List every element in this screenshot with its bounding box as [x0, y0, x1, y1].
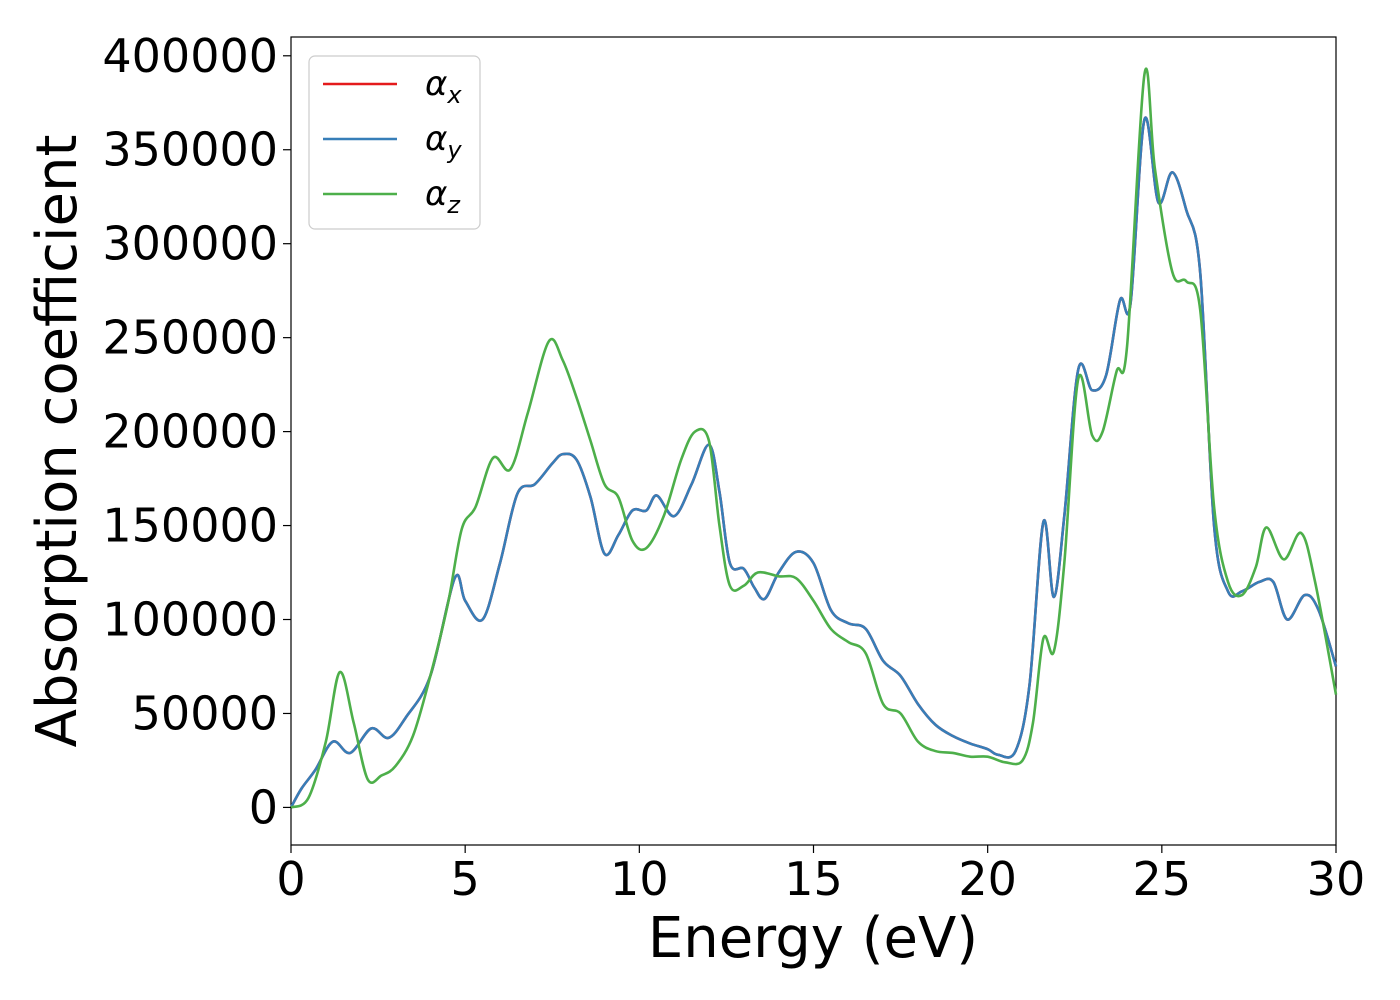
y-tick-label: 400000	[102, 29, 278, 83]
x-tick-label: 10	[610, 852, 669, 906]
y-tick-label: 150000	[102, 499, 278, 553]
x-tick-label: 20	[958, 852, 1017, 906]
legend-label-alpha-y: αy	[425, 119, 462, 164]
x-axis-title: Energy (eV)	[648, 906, 978, 971]
series-lines	[289, 67, 1338, 809]
legend-subscript: y	[446, 136, 462, 164]
legend-subscript: x	[446, 81, 462, 109]
y-axis-ticks: 0 50000 100000 150000 200000 250000 300000 3500…	[102, 29, 291, 834]
x-tick-label: 0	[276, 852, 305, 906]
y-axis-title: Absorption coefficient	[25, 135, 90, 748]
series-line-alpha-z	[290, 67, 1338, 809]
y-tick-label: 300000	[102, 217, 278, 271]
x-axis-ticks: 0 5 10 15 20 25 30	[276, 845, 1365, 906]
legend-box	[308, 55, 481, 230]
y-tick-label: 0	[249, 780, 278, 834]
x-tick-label: 30	[1307, 852, 1366, 906]
series-line-alpha-y	[289, 116, 1338, 809]
legend-subscript: z	[446, 191, 461, 219]
y-tick-label: 200000	[102, 405, 278, 459]
x-tick-label: 15	[784, 852, 843, 906]
x-tick-label: 5	[451, 852, 480, 906]
y-tick-label: 50000	[132, 686, 278, 740]
y-tick-label: 100000	[102, 593, 278, 647]
y-tick-label: 250000	[102, 311, 278, 365]
y-tick-label: 350000	[102, 123, 278, 177]
x-tick-label: 25	[1133, 852, 1192, 906]
